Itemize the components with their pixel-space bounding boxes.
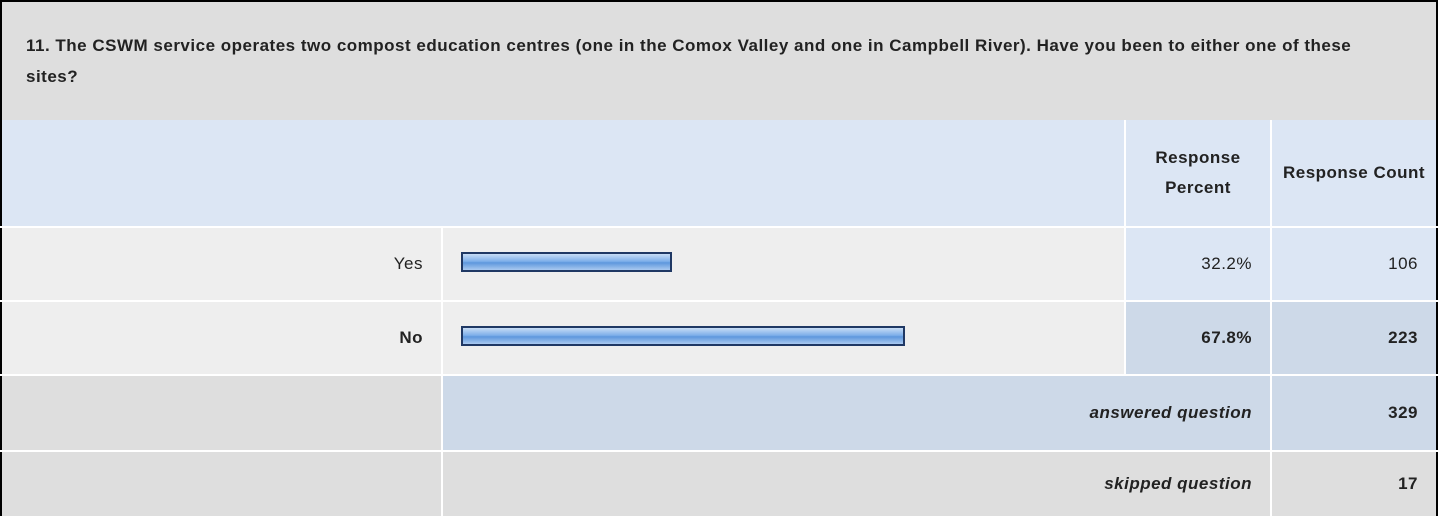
response-bar — [461, 252, 672, 272]
skipped-label: skipped question — [443, 452, 1270, 516]
answered-label: answered question — [443, 376, 1270, 450]
skipped-count: 17 — [1272, 452, 1438, 516]
option-label: Yes — [0, 228, 441, 300]
summary-blank — [0, 452, 441, 516]
header-percent: Response Percent — [1126, 120, 1270, 226]
response-count: 106 — [1272, 228, 1438, 300]
response-percent: 67.8% — [1126, 302, 1270, 374]
response-bar — [461, 326, 906, 346]
option-label: No — [0, 302, 441, 374]
response-count: 223 — [1272, 302, 1438, 374]
summary-blank — [0, 376, 441, 450]
answered-count: 329 — [1272, 376, 1438, 450]
response-percent: 32.2% — [1126, 228, 1270, 300]
header-count: Response Count — [1272, 120, 1438, 226]
question-title: 11. The CSWM service operates two compos… — [0, 0, 1438, 120]
header-blank — [0, 120, 1124, 226]
